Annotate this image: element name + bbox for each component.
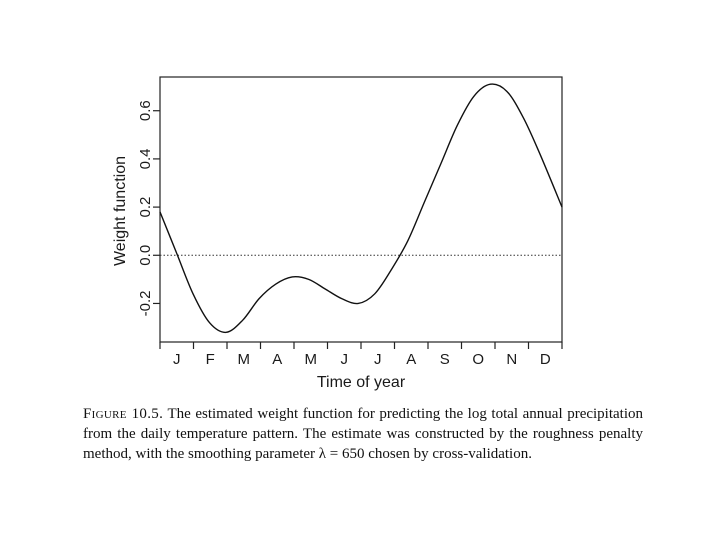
y-tick-label: -0.2	[137, 291, 154, 317]
x-tick-label: O	[472, 351, 484, 368]
x-tick-label: J	[341, 351, 349, 368]
x-tick-label: M	[238, 351, 251, 368]
x-tick-label: M	[305, 351, 318, 368]
weight-function-chart: -0.2 0.0 0.2 0.4 0.6 J F M A M J J A S O N D Time of yea…	[112, 76, 563, 391]
y-tick-label: 0.6	[137, 100, 154, 121]
weight-function-line	[159, 83, 563, 334]
x-tick-label: D	[540, 351, 551, 368]
figure-caption: Figure 10.5. The estimated weight functi…	[83, 404, 643, 464]
figure-caption-text: The estimated weight function for predic…	[83, 406, 643, 462]
x-tick-label: A	[272, 351, 282, 368]
x-tick-label: F	[206, 351, 215, 368]
x-tick-label: S	[440, 351, 450, 368]
y-tick-label: 0.2	[137, 197, 154, 218]
x-tick-label: J	[374, 351, 382, 368]
y-tick-label: 0.4	[137, 148, 154, 169]
x-tick-label: J	[173, 351, 181, 368]
x-tick-label: A	[406, 351, 416, 368]
y-tick-label: 0.0	[137, 245, 154, 266]
y-axis-label: Weight function	[112, 156, 129, 266]
x-tick-label: N	[506, 351, 517, 368]
figure-caption-label: Figure 10.5.	[83, 406, 164, 422]
x-axis-label: Time of year	[317, 374, 406, 391]
